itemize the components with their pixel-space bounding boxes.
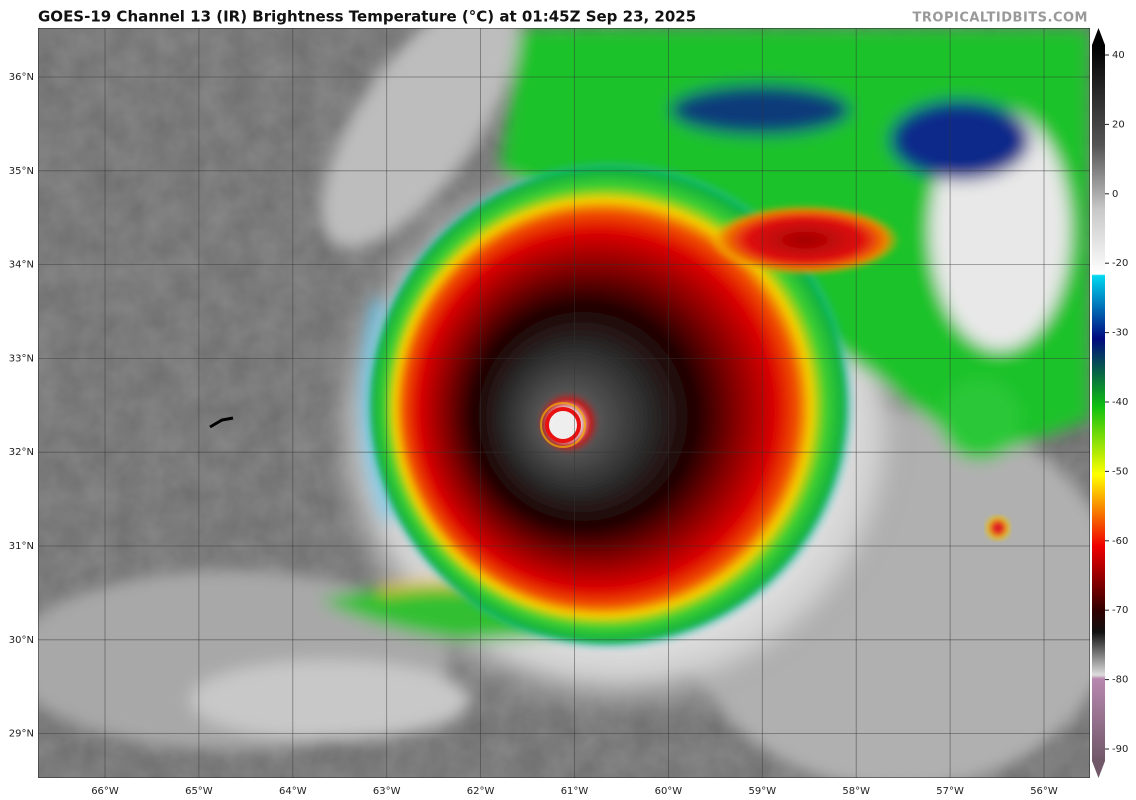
colorbar-top [1092, 28, 1105, 45]
source: TROPICALTIDBITS.COM [913, 11, 1088, 26]
colorbar-label: 20 [1112, 119, 1125, 130]
lon-label: 65°W [185, 786, 213, 797]
lon-label: 60°W [655, 786, 683, 797]
colorbar-label: -70 [1112, 605, 1128, 616]
colorbar-bottom [1092, 761, 1105, 778]
colorbar-label: 0 [1112, 189, 1118, 200]
lat-label: 32°N [9, 447, 34, 458]
colorbar-label: -40 [1112, 397, 1128, 408]
lon-label: 63°W [373, 786, 401, 797]
satellite-image [38, 28, 1090, 778]
lat-label: 35°N [9, 166, 34, 177]
colorbar-label: -50 [1112, 466, 1128, 477]
lon-label: 64°W [279, 786, 307, 797]
title: GOES-19 Channel 13 (IR) Brightness Tempe… [38, 8, 696, 26]
colorbar-label: -60 [1112, 536, 1128, 547]
lat-label: 29°N [9, 729, 34, 740]
lat-label: 30°N [9, 635, 34, 646]
lat-label: 36°N [9, 72, 34, 83]
lat-label: 31°N [9, 541, 34, 552]
colorbar-label: 40 [1112, 50, 1125, 61]
lon-label: 59°W [748, 786, 776, 797]
lon-label: 62°W [467, 786, 495, 797]
colorbar-label: -20 [1112, 258, 1128, 269]
lon-label: 56°W [1030, 786, 1058, 797]
lat-label: 33°N [9, 353, 34, 364]
colorbar [1092, 45, 1105, 761]
colorbar-label: -80 [1112, 675, 1128, 686]
lon-label: 57°W [936, 786, 964, 797]
lon-label: 61°W [561, 786, 589, 797]
lon-label: 58°W [842, 786, 870, 797]
lat-label: 34°N [9, 260, 34, 271]
lon-label: 66°W [91, 786, 119, 797]
colorbar-label: -30 [1112, 328, 1128, 339]
colorbar-label: -90 [1112, 744, 1128, 755]
